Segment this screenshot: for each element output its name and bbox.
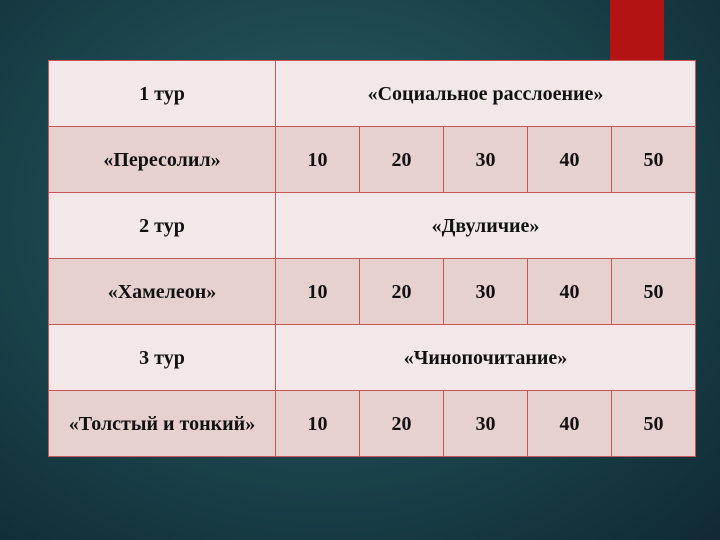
game-table: 1 тур «Социальное расслоение» «Пересолил» 1… <box>48 60 696 457</box>
points-cell[interactable]: 30 <box>443 390 528 457</box>
points-cell[interactable]: 40 <box>527 258 612 325</box>
points-cell[interactable]: 50 <box>611 258 696 325</box>
round-row: 2 тур «Двуличие» <box>48 192 696 259</box>
accent-bar <box>610 0 664 60</box>
story-title: «Толстый и тонкий» <box>48 390 276 457</box>
round-label: 1 тур <box>48 60 276 127</box>
round-theme: «Чинопочитание» <box>275 324 696 391</box>
round-label: 3 тур <box>48 324 276 391</box>
story-title: «Пересолил» <box>48 126 276 193</box>
points-cell[interactable]: 20 <box>359 390 444 457</box>
round-theme: «Двуличие» <box>275 192 696 259</box>
points-cell[interactable]: 20 <box>359 126 444 193</box>
round-row: 1 тур «Социальное расслоение» <box>48 60 696 127</box>
round-row: 3 тур «Чинопочитание» <box>48 324 696 391</box>
points-cell[interactable]: 40 <box>527 390 612 457</box>
points-cell[interactable]: 10 <box>275 390 360 457</box>
points-row: «Пересолил» 10 20 30 40 50 <box>48 126 696 193</box>
points-row: «Хамелеон» 10 20 30 40 50 <box>48 258 696 325</box>
points-cell[interactable]: 10 <box>275 258 360 325</box>
points-cell[interactable]: 40 <box>527 126 612 193</box>
round-theme: «Социальное расслоение» <box>275 60 696 127</box>
points-row: «Толстый и тонкий» 10 20 30 40 50 <box>48 390 696 457</box>
points-cell[interactable]: 50 <box>611 126 696 193</box>
points-cell[interactable]: 20 <box>359 258 444 325</box>
round-label: 2 тур <box>48 192 276 259</box>
points-cell[interactable]: 30 <box>443 258 528 325</box>
points-cell[interactable]: 30 <box>443 126 528 193</box>
story-title: «Хамелеон» <box>48 258 276 325</box>
points-cell[interactable]: 50 <box>611 390 696 457</box>
points-cell[interactable]: 10 <box>275 126 360 193</box>
